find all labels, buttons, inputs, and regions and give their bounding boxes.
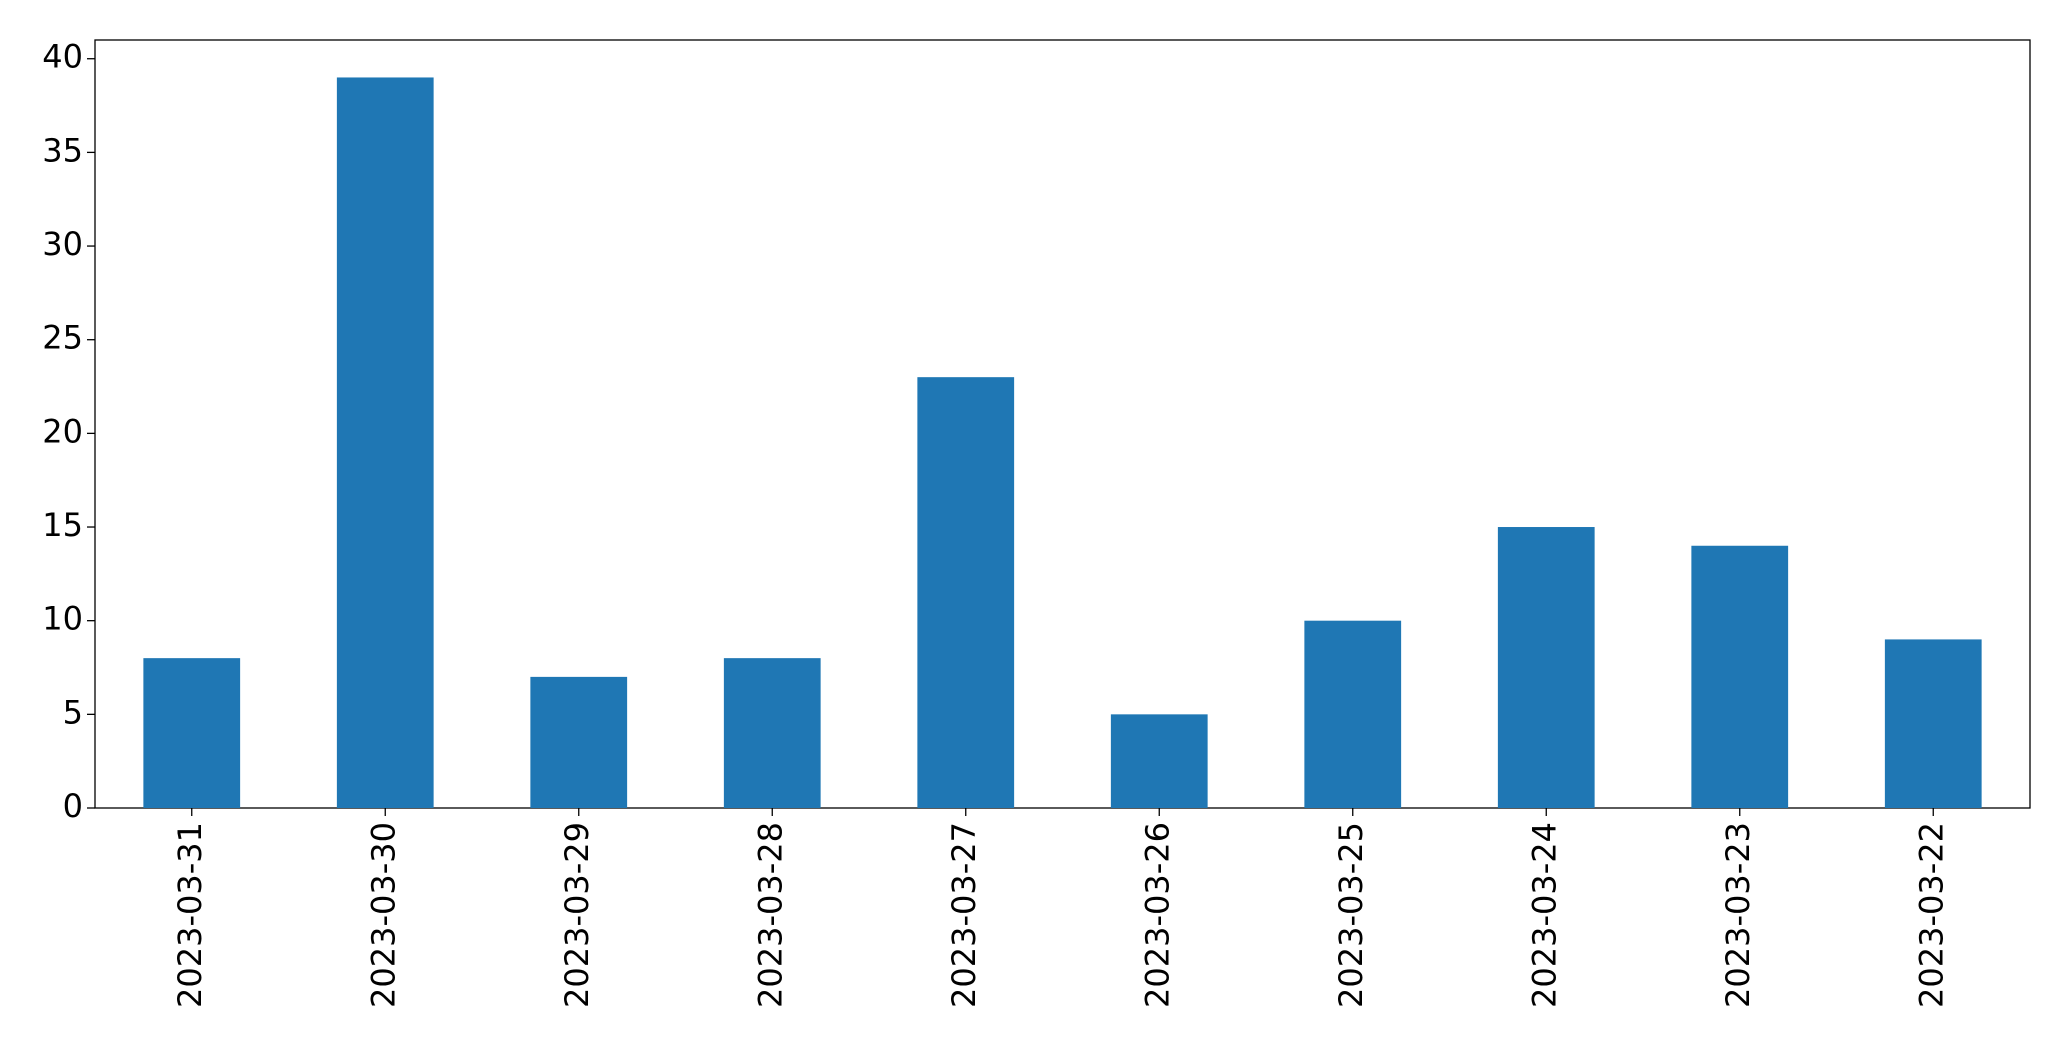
x-tick-label: 2023-03-26 — [1138, 822, 1176, 1008]
bar — [336, 77, 434, 808]
y-tick-label: 15 — [42, 506, 83, 544]
bar — [1691, 545, 1789, 808]
bar — [1884, 639, 1982, 808]
y-tick-label: 20 — [42, 412, 83, 450]
y-tick-label: 5 — [63, 693, 83, 731]
x-tick-label: 2023-03-29 — [558, 822, 596, 1008]
x-tick-label: 2023-03-31 — [171, 822, 209, 1008]
y-tick-label: 30 — [42, 225, 83, 263]
bar — [143, 658, 241, 808]
x-tick-label: 2023-03-27 — [945, 822, 983, 1008]
x-tick-label: 2023-03-23 — [1719, 822, 1757, 1008]
bar — [723, 658, 821, 808]
bar — [917, 377, 1015, 808]
y-tick-label: 0 — [63, 787, 83, 825]
x-tick-label: 2023-03-25 — [1332, 822, 1370, 1008]
x-tick-label: 2023-03-24 — [1525, 822, 1563, 1008]
bar — [1304, 620, 1402, 808]
bar — [530, 676, 628, 808]
y-tick-label: 10 — [42, 600, 83, 638]
y-tick-label: 40 — [42, 38, 83, 76]
x-tick-label: 2023-03-28 — [751, 822, 789, 1008]
plot-frame — [94, 39, 2031, 809]
y-tick-label: 35 — [42, 131, 83, 169]
y-tick-label: 25 — [42, 319, 83, 357]
x-tick-label: 2023-03-22 — [1912, 822, 1950, 1008]
bar — [1110, 714, 1208, 808]
bar — [1497, 527, 1595, 808]
x-tick-label: 2023-03-30 — [364, 822, 402, 1008]
